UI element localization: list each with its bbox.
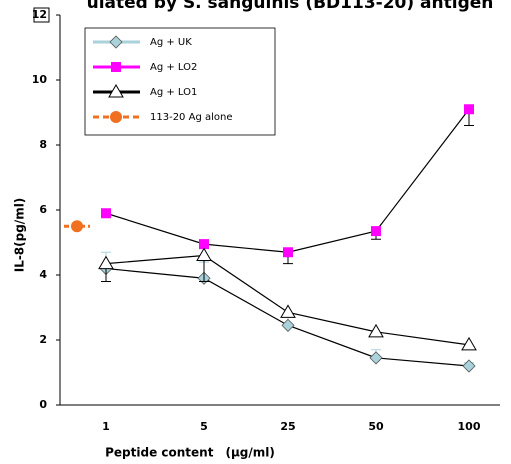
marker [111,62,121,72]
legend-label: Ag + LO1 [150,87,197,98]
legend-label: Ag + LO2 [150,62,197,73]
y-tick-label: 12 [32,8,47,21]
y-axis-label: IL-8(pg/ml) [13,198,27,273]
marker [109,35,123,49]
x-tick-label: 1 [102,420,110,433]
marker [369,351,383,365]
marker [464,104,474,115]
y-tick-label: 10 [32,73,48,86]
y-tick-label: 8 [39,138,47,151]
marker [461,336,477,351]
marker [280,304,296,318]
marker [110,111,122,123]
marker [462,359,476,373]
legend-label: Ag + UK [150,37,192,48]
marker [371,226,381,237]
marker [98,255,114,270]
x-tick-label: 100 [458,420,481,433]
marker [108,84,124,98]
marker [283,247,293,258]
marker [281,318,295,332]
marker [368,323,384,338]
y-tick-label: 4 [39,268,47,281]
x-tick-label: 5 [200,420,208,433]
chart-title: ulated by S. sanguinis (BD113-20) antige… [87,0,494,13]
x-tick-label: 50 [368,420,384,433]
y-tick-label: 6 [39,203,47,216]
marker [199,239,209,250]
legend-label: 113-20 Ag alone [150,112,232,123]
marker [71,220,83,233]
y-tick-label: 0 [39,398,47,411]
marker [101,208,111,219]
marker [196,247,212,261]
y-tick-box [33,7,50,23]
x-tick-label: 25 [280,420,295,433]
x-axis-label: Peptide content (μg/ml) [105,446,275,460]
y-tick-label: 2 [39,333,47,346]
series-line [105,254,470,346]
